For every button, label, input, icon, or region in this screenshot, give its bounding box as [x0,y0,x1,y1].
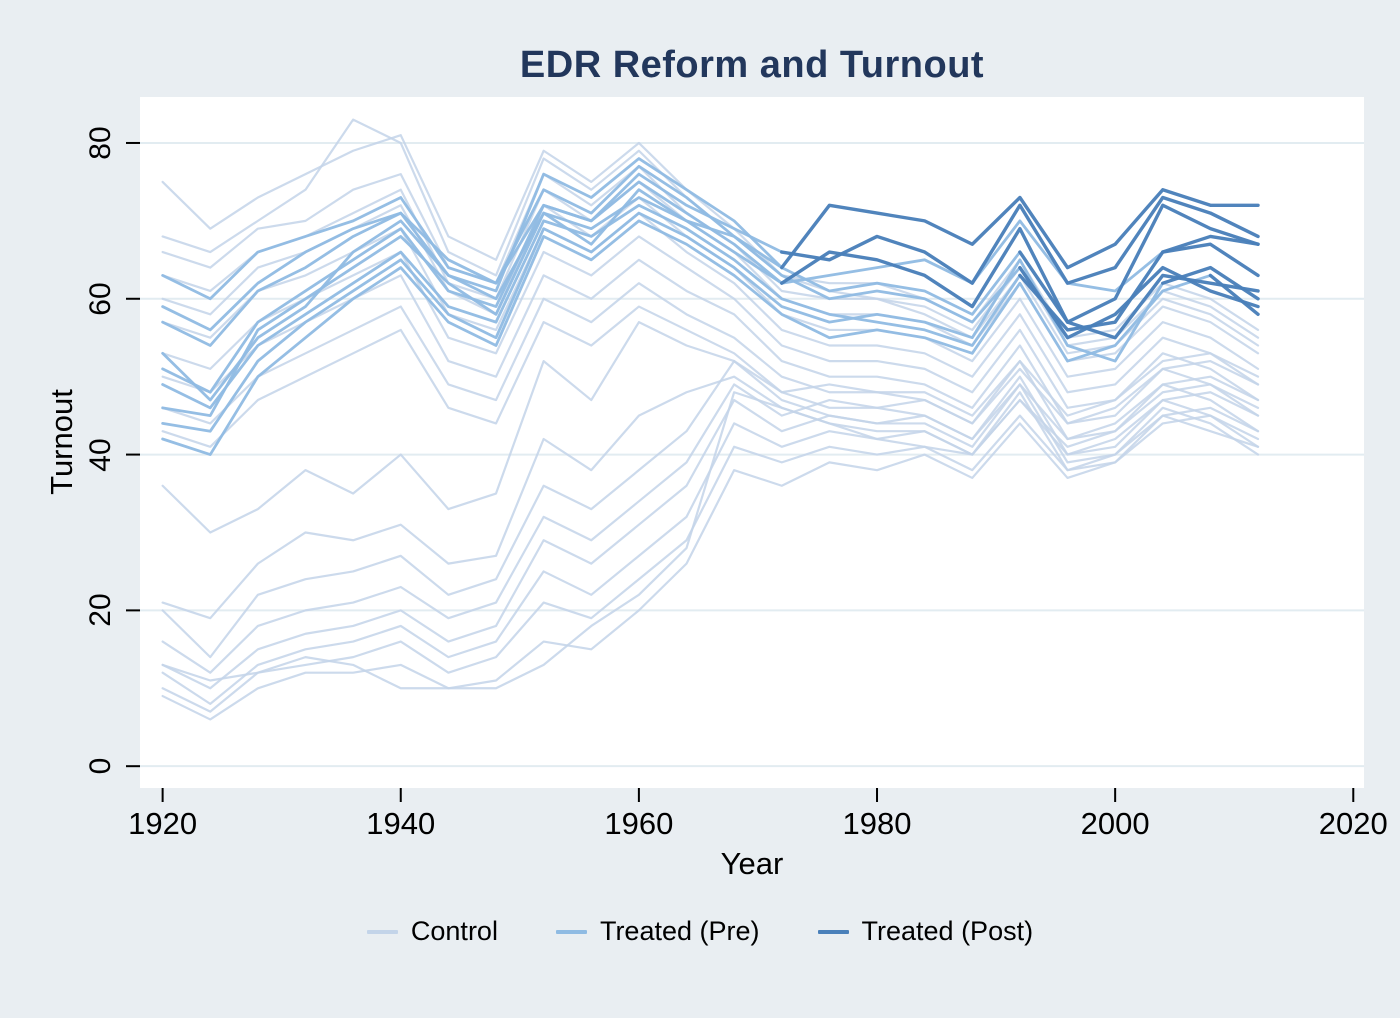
legend-item-control: Control [366,916,498,947]
series-treated-pre-t6 [161,203,1022,410]
x-tick-label-2000: 2000 [1080,806,1150,841]
plot-area [140,97,1364,788]
series-control-c06 [161,211,1260,394]
series-treated-pre-t3 [161,188,784,402]
series-treated-post-t4 [1018,265,1260,340]
series-treated-pre-t8 [161,211,1165,433]
y-tick-label-80: 80 [84,126,117,160]
series-treated-pre-t5 [161,157,1022,347]
series-control-c17 [161,406,1260,713]
legend-item-treated-post: Treated (Post) [817,916,1034,947]
legend-label-control: Control [410,916,498,946]
y-tick-label-0: 0 [84,757,117,775]
series-control-c12 [161,375,1260,620]
y-tick-label-20: 20 [84,593,117,628]
x-tick-label-1940: 1940 [366,806,436,841]
series-treated-post-t2 [780,195,1260,285]
series-treated-pre-t9 [161,219,1212,456]
series-treated-post-t1 [780,188,1260,270]
series-treated-post-t3 [780,203,1260,324]
x-axis-title: Year [720,846,784,881]
series-control-c09 [161,282,1260,441]
legend-item-treated-pre: Treated (Pre) [555,916,760,947]
x-tick-label-1920: 1920 [128,806,198,841]
series-treated-pre-t7 [161,180,1165,394]
series-control-c13 [161,352,1260,659]
series-control-c19 [161,383,1260,690]
y-tick-label-40: 40 [84,437,117,472]
legend-label-treated-post: Treated (Post) [861,916,1034,946]
legend-label-treated-pre: Treated (Pre) [599,916,760,946]
legend-swatch-treated-pre-icon [555,929,587,934]
series-control-c08 [161,258,1260,425]
series-treated-post-t7 [1161,242,1260,278]
x-tick-label-2020: 2020 [1318,806,1388,841]
series-treated-post-t9 [1208,273,1260,317]
y-tick-label-60: 60 [84,282,117,316]
y-axis-title: Turnout [44,389,79,495]
series-control-c07 [161,235,1260,409]
series-control-c01 [161,134,1260,339]
x-tick-label-1980: 1980 [842,806,912,841]
series-treated-pre-t2 [161,172,784,332]
legend: Control Treated (Pre) Treated (Post) [0,916,1400,947]
legend-swatch-treated-post-icon [817,929,849,934]
series-control-c14 [161,359,1260,674]
legend-swatch-control-icon [366,929,398,934]
series-treated-post-t5 [1018,250,1260,340]
series-control-c18 [161,414,1260,721]
series-treated-pre-t4 [161,164,1022,324]
series-control-c10 [161,305,1260,456]
series-treated-post-t6 [1018,234,1260,332]
series-control-c15 [161,375,1260,690]
chart-title: EDR Reform and Turnout [519,44,985,86]
series-control-c11 [161,321,1260,534]
x-tick-label-1960: 1960 [604,806,674,841]
series-treated-post-t8 [1161,265,1260,301]
